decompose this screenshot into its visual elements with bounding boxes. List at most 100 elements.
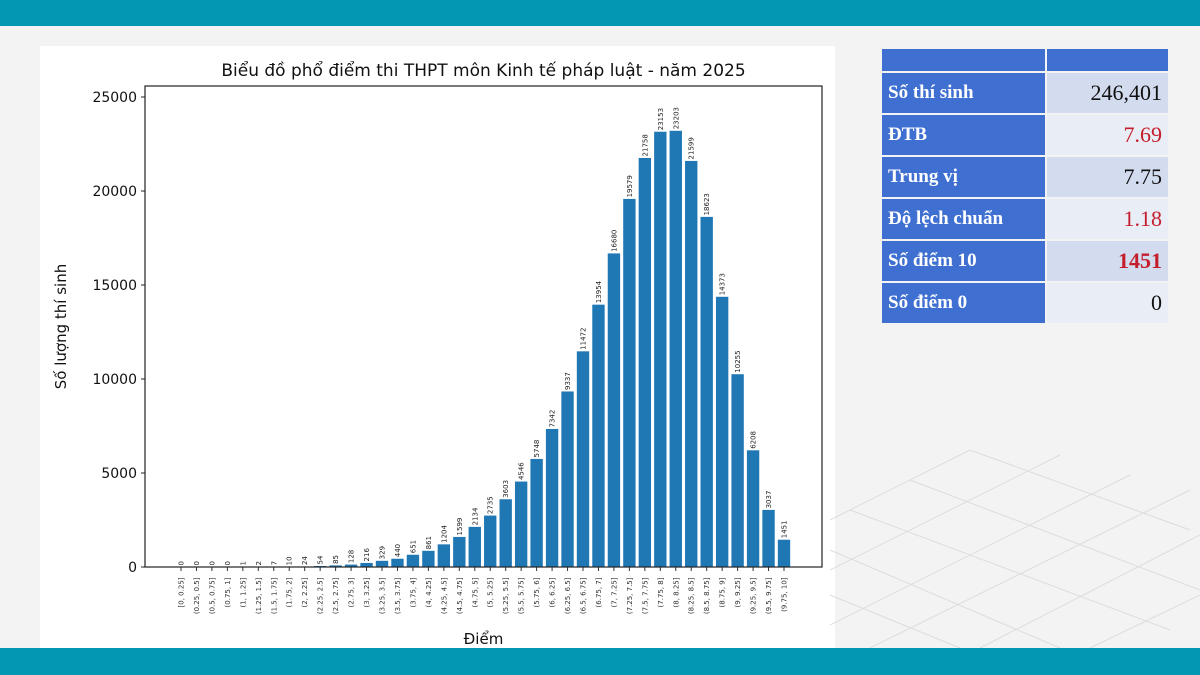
x-tick-label: (1.75, 2]	[286, 577, 294, 607]
y-tick-label: 15000	[92, 278, 137, 294]
y-axis-label: Số lượng thí sinh	[52, 264, 70, 389]
bar	[654, 131, 667, 567]
bar-value-label: 7	[270, 561, 278, 565]
bar	[746, 450, 760, 567]
bar-value-label: 21599	[688, 137, 696, 159]
x-tick-label: (9, 9.25]	[734, 577, 742, 607]
stat-label: Số thí sinh	[882, 73, 1045, 113]
x-tick-label: (1, 1.25]	[239, 577, 247, 607]
bar-value-label: 5748	[533, 440, 541, 458]
stat-label: Độ lệch chuẩn	[882, 199, 1045, 239]
top-banner	[0, 0, 1200, 26]
bar-value-label: 2	[255, 561, 263, 565]
bar	[545, 428, 559, 567]
x-tick-label: (4.5, 4.75]	[456, 577, 464, 614]
x-tick-label: (8.5, 8.75]	[703, 577, 711, 614]
bar	[375, 560, 389, 567]
x-tick-label: (2.5, 2.75]	[332, 577, 340, 614]
x-tick-label: [0, 0.25]	[178, 577, 186, 607]
bar-value-label: 13954	[595, 280, 603, 303]
bar-value-label: 4546	[518, 462, 526, 480]
chart-title: Biểu đồ phổ điểm thi THPT môn Kinh tế ph…	[221, 60, 745, 81]
histogram-chart: Biểu đồ phổ điểm thi THPT môn Kinh tế ph…	[52, 60, 823, 648]
x-tick-label: (7.25, 7.5]	[626, 577, 634, 614]
bar-value-label: 54	[317, 555, 325, 564]
bar-value-label: 2134	[471, 507, 479, 525]
bar	[468, 526, 481, 567]
bar-value-label: 0	[178, 561, 186, 565]
bar	[607, 253, 621, 567]
stat-value: 1.18	[1046, 199, 1168, 239]
bar	[499, 499, 512, 567]
bar	[700, 216, 713, 567]
table-header-cell	[1046, 49, 1168, 71]
stat-label: ĐTB	[882, 115, 1045, 155]
bar	[685, 160, 698, 568]
stat-label: Trung vị	[882, 157, 1045, 197]
x-tick-label: (0.75, 1]	[224, 577, 232, 607]
bar-value-label: 0	[208, 561, 216, 565]
bar-value-label: 11472	[580, 328, 588, 350]
x-tick-label: (8.25, 8.5]	[688, 577, 696, 614]
stat-value: 7.75	[1046, 157, 1168, 197]
bar	[453, 536, 466, 567]
stat-value: 1451	[1046, 241, 1168, 281]
x-tick-label: (3.25, 3.5]	[379, 577, 387, 614]
bar	[561, 391, 574, 567]
bar-value-label: 9337	[564, 372, 572, 390]
bottom-banner	[0, 648, 1200, 675]
x-tick-label: (9.5, 9.75]	[765, 577, 773, 614]
bar-value-label: 216	[363, 548, 371, 562]
y-tick-label: 5000	[101, 466, 137, 482]
bar-value-label: 3603	[502, 480, 510, 498]
bar	[576, 351, 590, 567]
x-tick-label: (1.25, 1.5]	[255, 577, 263, 614]
bar-value-label: 1	[239, 561, 247, 565]
bar-value-label: 1599	[456, 518, 464, 536]
bar	[669, 130, 682, 567]
y-tick-label: 25000	[92, 90, 137, 106]
stat-row-score-10: Số điểm 10 1451	[882, 241, 1168, 281]
bar-value-label: 440	[394, 544, 402, 557]
bar-value-label: 329	[379, 546, 387, 559]
bar	[344, 564, 358, 567]
bar-value-label: 10255	[734, 350, 742, 372]
table-header-cell	[882, 49, 1045, 71]
bar-value-label: 18623	[703, 193, 711, 215]
bar-value-label: 19579	[626, 175, 634, 197]
stats-table: Số thí sinh 246,401 ĐTB 7.69 Trung vị 7.…	[880, 47, 1170, 325]
stat-label: Số điểm 0	[882, 283, 1045, 323]
x-tick-label: (3.5, 3.75]	[394, 577, 402, 614]
bar	[329, 565, 342, 567]
bar-value-label: 3037	[765, 491, 773, 509]
bar	[530, 458, 543, 567]
stat-value: 7.69	[1046, 115, 1168, 155]
x-tick-label: (4.25, 4.5]	[440, 577, 448, 614]
stat-row-stddev: Độ lệch chuẩn 1.18	[882, 199, 1168, 239]
x-tick-label: (7.5, 7.75]	[641, 577, 649, 614]
x-tick-label: (8.75, 9]	[719, 577, 727, 607]
bar-value-label: 6208	[750, 431, 758, 449]
stat-value: 0	[1046, 283, 1168, 323]
bar-value-label: 2735	[487, 496, 495, 514]
bar-value-label: 85	[332, 555, 340, 564]
x-tick-label: (6.75, 7]	[595, 577, 603, 607]
bar-value-label: 23153	[657, 108, 665, 130]
y-tick-label: 0	[128, 560, 137, 576]
x-tick-label: (5.5, 5.75]	[518, 577, 526, 614]
bar	[777, 539, 791, 567]
bar-value-label: 1451	[781, 520, 789, 538]
x-tick-label: (2.25, 2.5]	[317, 577, 325, 614]
bar	[484, 515, 497, 567]
x-tick-label: (2, 2.25]	[301, 577, 309, 607]
bar-value-label: 10	[286, 556, 294, 565]
bar-value-label: 23203	[672, 107, 680, 129]
stat-value: 246,401	[1046, 73, 1168, 113]
chart-panel: Biểu đồ phổ điểm thi THPT môn Kinh tế ph…	[40, 46, 835, 648]
x-tick-label: (7.75, 8]	[657, 577, 665, 607]
decorative-grid	[830, 449, 1200, 648]
bar	[715, 296, 729, 567]
bar	[592, 304, 605, 567]
bar-value-label: 0	[193, 561, 201, 565]
x-tick-label: (3, 3.25]	[363, 577, 371, 607]
